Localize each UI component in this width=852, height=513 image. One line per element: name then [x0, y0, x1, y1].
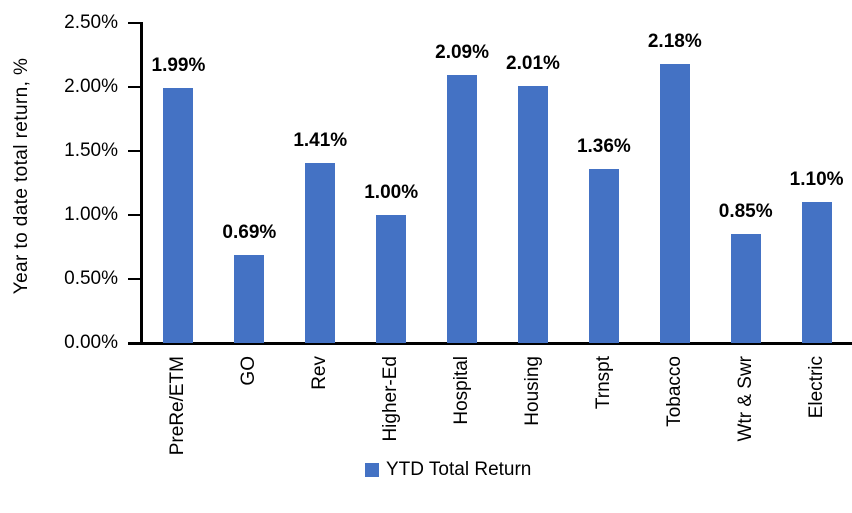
- x-axis-category-label: Housing: [521, 356, 543, 426]
- bar-value-label: 2.18%: [647, 30, 702, 52]
- y-axis-tick: [128, 150, 141, 152]
- bar: [447, 75, 478, 343]
- y-axis-tick: [128, 278, 141, 280]
- bar-value-label: 0.69%: [222, 221, 277, 243]
- bar-value-label: 1.99%: [151, 55, 206, 77]
- bar-slot: 2.09%: [427, 23, 498, 343]
- bar: [801, 202, 832, 343]
- bar-slot: 2.18%: [639, 23, 710, 343]
- bar-slot: 1.10%: [781, 23, 852, 343]
- bar-value-label: 1.00%: [364, 182, 419, 203]
- y-axis-line: [140, 22, 143, 345]
- bar: [376, 215, 407, 343]
- bar-value-label: 1.36%: [576, 135, 631, 157]
- y-axis-tick: [128, 214, 141, 216]
- legend: YTD Total Return: [365, 459, 531, 481]
- x-axis-category-label: Higher-Ed: [380, 356, 402, 442]
- y-axis-tick-label: 2.00%: [64, 76, 118, 97]
- bar-value-label: 0.85%: [718, 201, 773, 223]
- x-axis-line: [128, 342, 852, 345]
- bar: [163, 88, 194, 343]
- x-axis-category-label: Electric: [805, 356, 827, 419]
- x-axis-category-label: Hospital: [451, 356, 473, 425]
- legend-label: YTD Total Return: [386, 459, 532, 480]
- x-axis-category-label: Tobacco: [663, 356, 685, 427]
- x-axis-category-label: GO: [238, 356, 260, 386]
- plot-area: 1.99% 0.69% 1.41% 1.00% 2.09% 2.01% 1.36% 2.18%…: [143, 23, 852, 343]
- bar: [517, 85, 548, 343]
- bar-slot: 1.36%: [568, 23, 639, 343]
- bar-slot: 0.69%: [214, 23, 285, 343]
- bar: [659, 63, 690, 343]
- x-axis-category-label: Rev: [309, 356, 331, 390]
- x-axis-category-label: Trnspt: [592, 356, 614, 410]
- y-axis-tick-label: 0.50%: [64, 268, 118, 289]
- bar-slot: 1.00%: [356, 23, 427, 343]
- bar: [234, 254, 265, 343]
- bar-value-label: 1.10%: [789, 169, 844, 191]
- bar-value-label: 1.41%: [293, 129, 348, 151]
- bar-slot: 2.01%: [498, 23, 569, 343]
- bar-slot: 1.99%: [143, 23, 214, 343]
- bar: [588, 168, 619, 343]
- x-axis-category-label: PreRe/ETM: [167, 356, 189, 456]
- bar-value-label: 2.09%: [435, 42, 490, 64]
- y-axis-tick-label: 1.00%: [64, 204, 118, 225]
- bar-slot: 0.85%: [710, 23, 781, 343]
- x-axis-category-label: Wtr & Swr: [734, 356, 756, 442]
- bar-slot: 1.41%: [285, 23, 356, 343]
- y-axis-tick-label: 0.00%: [64, 332, 118, 353]
- bar: [305, 162, 336, 343]
- y-axis-tick: [128, 86, 141, 88]
- bar-value-label: 2.01%: [506, 52, 560, 74]
- y-axis-tick-label: 1.50%: [64, 140, 118, 161]
- y-axis-tick: [128, 22, 141, 24]
- y-axis-tick-label: 2.50%: [64, 12, 118, 33]
- bar: [730, 234, 761, 343]
- legend-swatch: [365, 463, 379, 477]
